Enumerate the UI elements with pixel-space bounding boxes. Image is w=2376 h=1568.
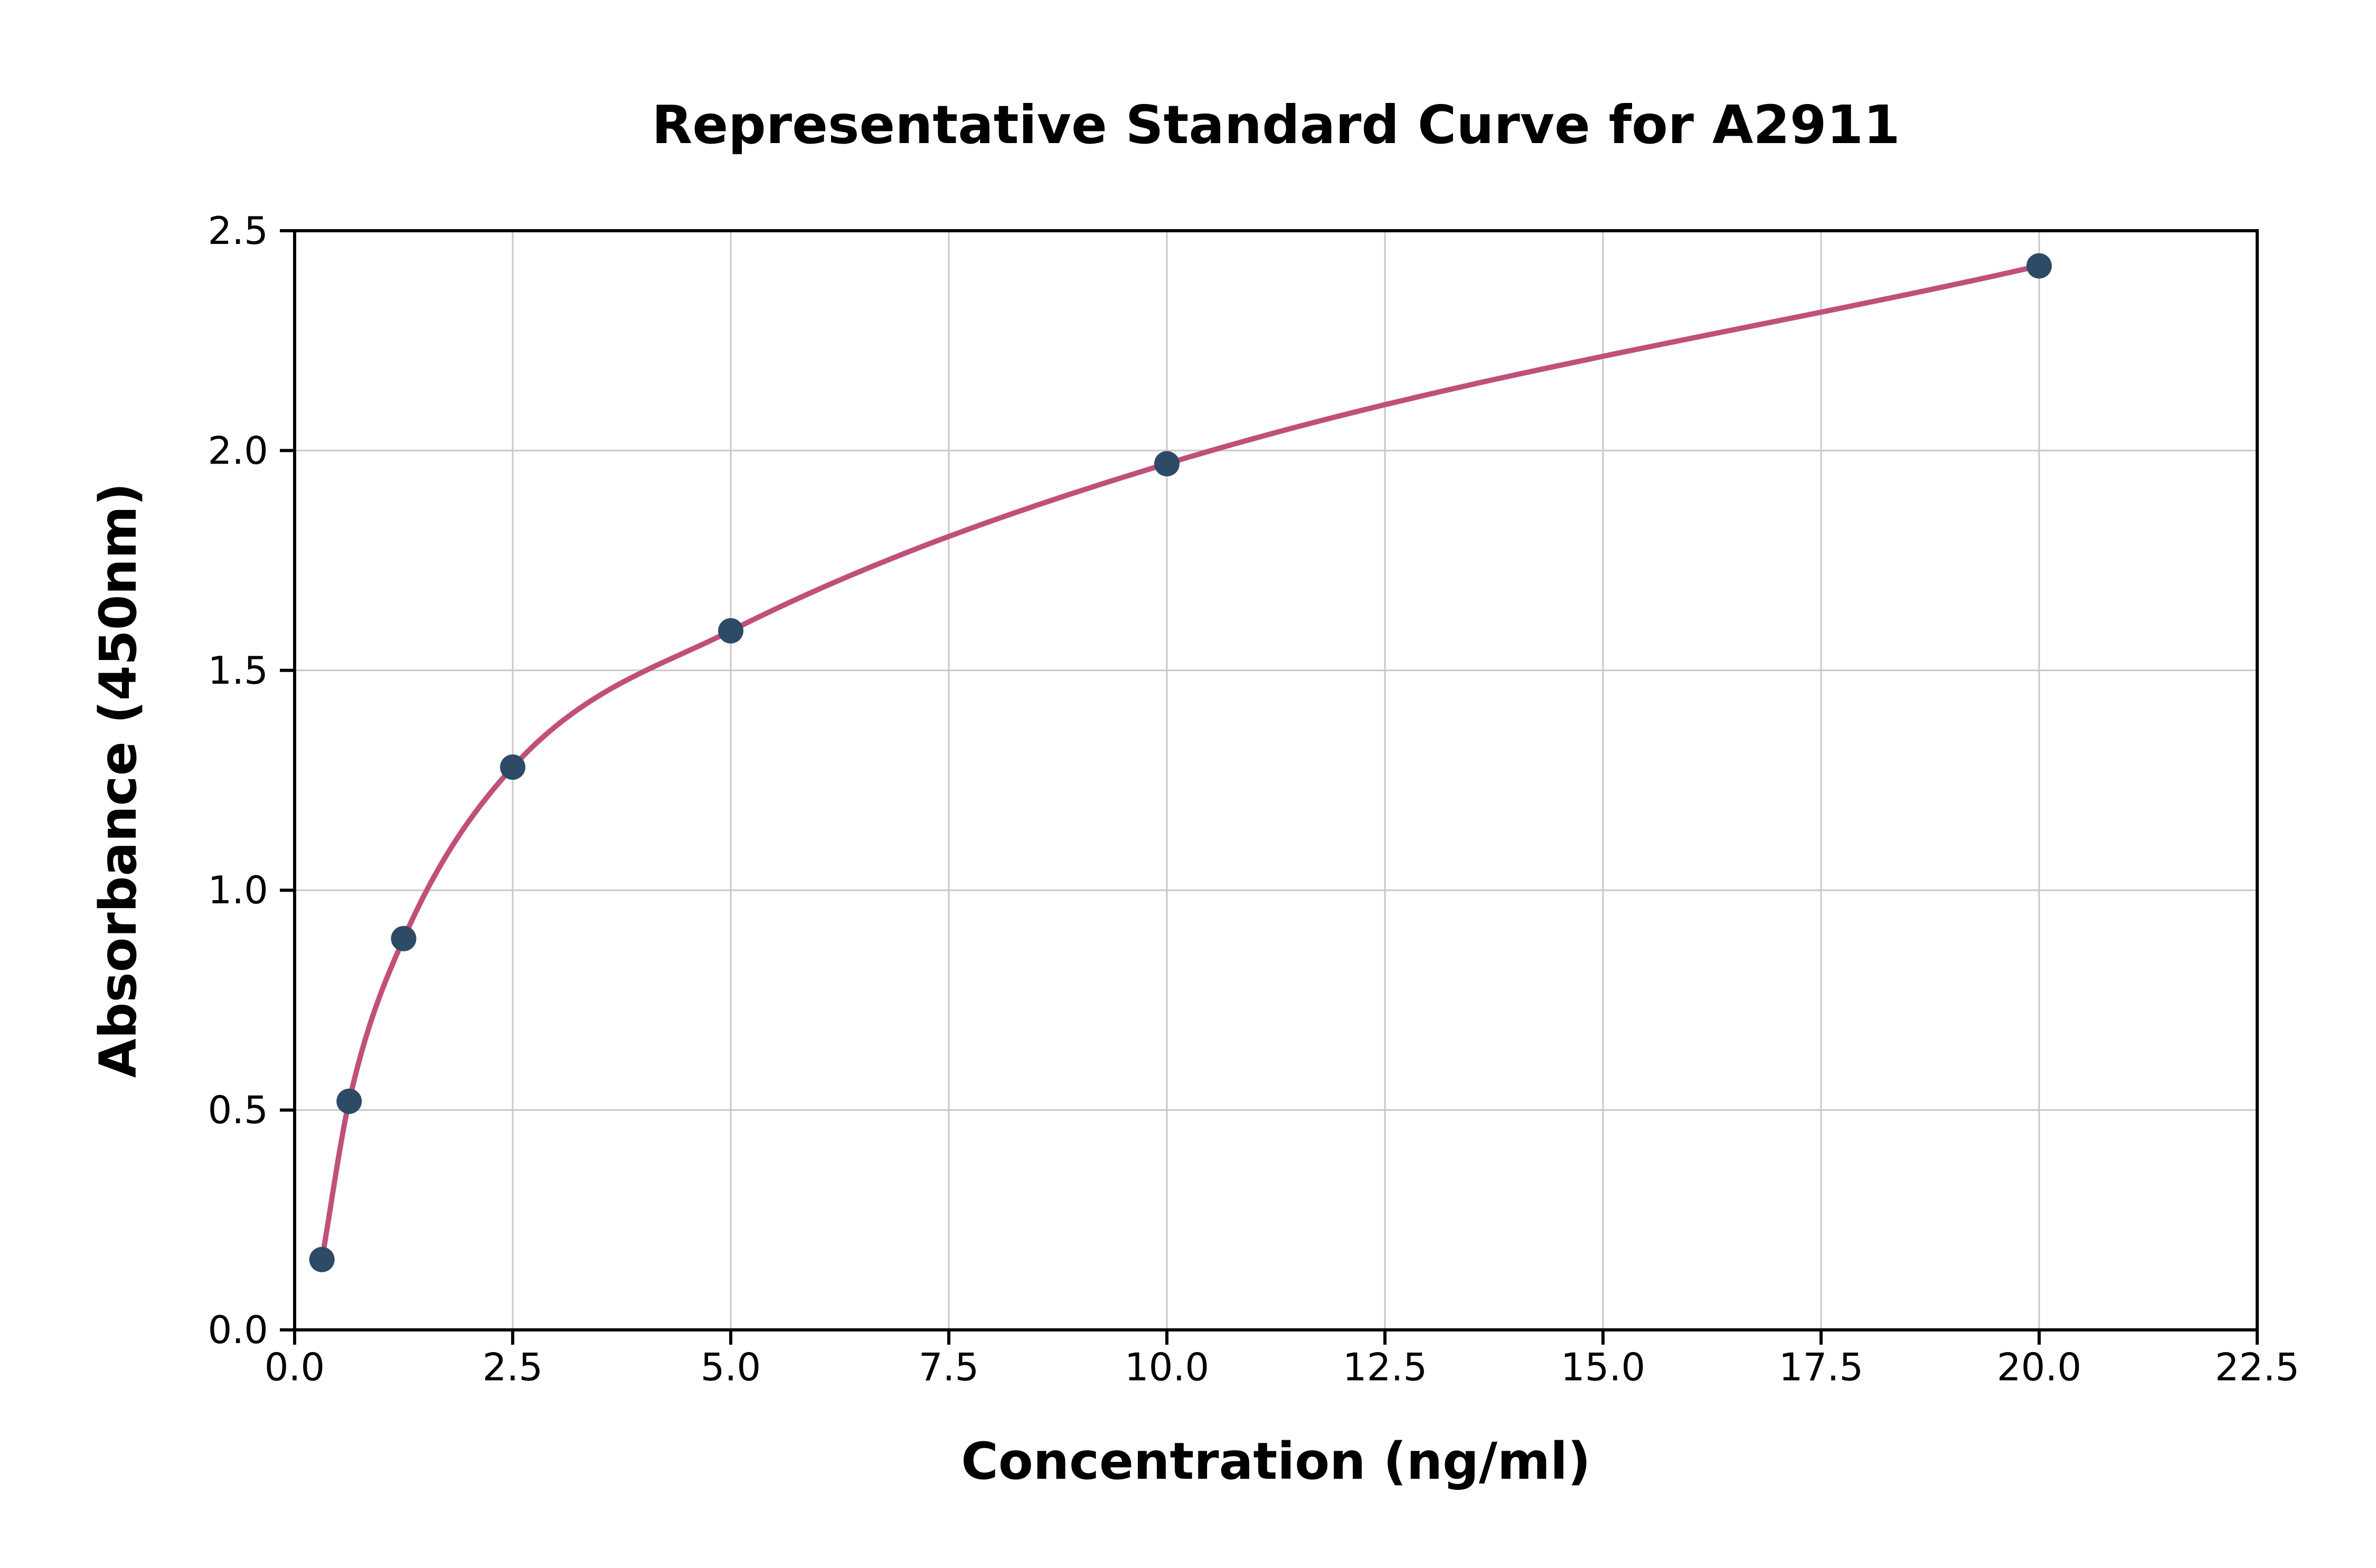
- x-tick-label: 0.0: [265, 1345, 325, 1390]
- data-point: [1154, 451, 1180, 477]
- y-tick-label: 2.5: [208, 209, 268, 253]
- y-tick-label: 1.5: [208, 648, 268, 693]
- plot-border: [293, 229, 2259, 1331]
- x-tick-label: 10.0: [1125, 1345, 1209, 1390]
- y-tick-label: 2.0: [208, 428, 268, 473]
- data-point: [309, 1246, 335, 1272]
- x-tick-label: 2.5: [483, 1345, 543, 1390]
- y-tick-label: 0.0: [208, 1308, 268, 1352]
- plot-background: [295, 231, 2257, 1330]
- x-tick-label: 7.5: [919, 1345, 979, 1390]
- y-tick-label: 1.0: [208, 868, 268, 912]
- x-tick-label: 12.5: [1343, 1345, 1427, 1390]
- data-point: [391, 925, 417, 951]
- x-tick-label: 5.0: [701, 1345, 761, 1390]
- data-point: [336, 1088, 362, 1114]
- y-tick-label: 0.5: [208, 1088, 268, 1132]
- y-axis-label: Absorbance (450nm): [89, 483, 148, 1078]
- chart-title: Representative Standard Curve for A2911: [652, 94, 1900, 156]
- data-point: [718, 618, 743, 644]
- data-point: [2026, 253, 2052, 279]
- x-tick-label: 20.0: [1997, 1345, 2081, 1390]
- x-tick-label: 22.5: [2215, 1345, 2299, 1390]
- x-tick-label: 17.5: [1779, 1345, 1863, 1390]
- x-tick-label: 15.0: [1561, 1345, 1645, 1390]
- data-point: [500, 754, 525, 780]
- x-axis-label: Concentration (ng/ml): [961, 1432, 1591, 1491]
